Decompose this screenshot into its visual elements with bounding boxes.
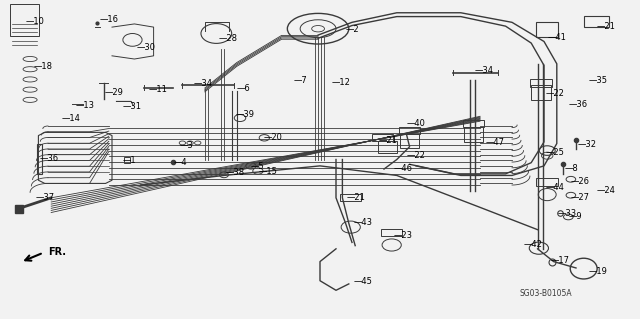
Text: —39: —39 (236, 110, 255, 119)
Bar (372, 134, 393, 141)
Bar (400, 134, 419, 148)
Bar (37, 144, 42, 174)
Text: —8: —8 (564, 164, 578, 173)
Text: —36: —36 (40, 154, 59, 163)
Text: SG03-B0105A: SG03-B0105A (520, 289, 572, 298)
Text: —21: —21 (347, 193, 365, 202)
Text: —33: —33 (558, 209, 577, 218)
Bar (340, 194, 361, 201)
Text: —3: —3 (179, 141, 193, 150)
Bar (10, 4, 38, 36)
Bar (531, 85, 551, 100)
Text: —19: —19 (589, 267, 607, 276)
Text: —2: —2 (346, 25, 359, 34)
Text: —21: —21 (379, 137, 397, 145)
Bar (464, 127, 483, 142)
Bar (399, 127, 420, 134)
Text: —31: —31 (123, 102, 142, 111)
Bar (381, 229, 402, 236)
Text: —9: —9 (568, 212, 582, 221)
Text: —34: —34 (475, 66, 494, 75)
Text: —30: —30 (137, 43, 156, 52)
Text: —43: —43 (353, 218, 372, 227)
Text: —10: —10 (26, 17, 44, 26)
Text: —29: —29 (104, 88, 123, 97)
Text: —5: —5 (251, 162, 264, 171)
Text: —16: —16 (99, 15, 118, 24)
Text: —17: —17 (550, 256, 570, 265)
Text: —36: —36 (568, 100, 588, 109)
Text: —34: —34 (193, 79, 212, 88)
Text: —21: —21 (596, 22, 615, 31)
Text: —18: —18 (33, 63, 52, 71)
Text: —7: —7 (293, 76, 307, 85)
Text: —32: —32 (577, 140, 596, 149)
Bar (378, 141, 397, 153)
Text: —47: —47 (485, 138, 504, 147)
Text: —38: —38 (225, 168, 244, 177)
Text: —24: —24 (596, 186, 615, 195)
Text: —40: —40 (406, 119, 425, 128)
Text: FR.: FR. (48, 247, 66, 256)
Text: —14: —14 (62, 114, 81, 122)
Text: —41: —41 (547, 33, 566, 42)
Bar (536, 179, 558, 186)
Text: —27: —27 (571, 193, 590, 202)
Text: —25: —25 (545, 148, 564, 157)
Text: —42: —42 (524, 241, 542, 249)
Text: —20: —20 (264, 133, 282, 142)
Text: —35: —35 (589, 76, 608, 85)
Text: —44: —44 (545, 183, 564, 192)
Text: —28: —28 (219, 34, 238, 43)
Text: —11: —11 (148, 85, 167, 94)
Text: —22: —22 (545, 89, 564, 98)
Text: —4: —4 (174, 158, 188, 167)
Text: —12: —12 (332, 78, 350, 87)
Text: —23: —23 (394, 231, 413, 240)
Text: —15: —15 (259, 167, 277, 176)
Text: —45: —45 (353, 277, 372, 286)
Bar (584, 16, 609, 27)
Text: —6: —6 (237, 84, 250, 93)
Bar (463, 120, 484, 127)
Bar (530, 79, 552, 87)
Text: —22: —22 (406, 151, 425, 160)
Text: —1: —1 (123, 156, 136, 165)
Text: —13: —13 (76, 101, 95, 110)
Text: —46: —46 (394, 164, 413, 173)
Text: —37: —37 (35, 193, 54, 202)
Bar (536, 22, 558, 37)
Text: —26: —26 (571, 177, 590, 186)
